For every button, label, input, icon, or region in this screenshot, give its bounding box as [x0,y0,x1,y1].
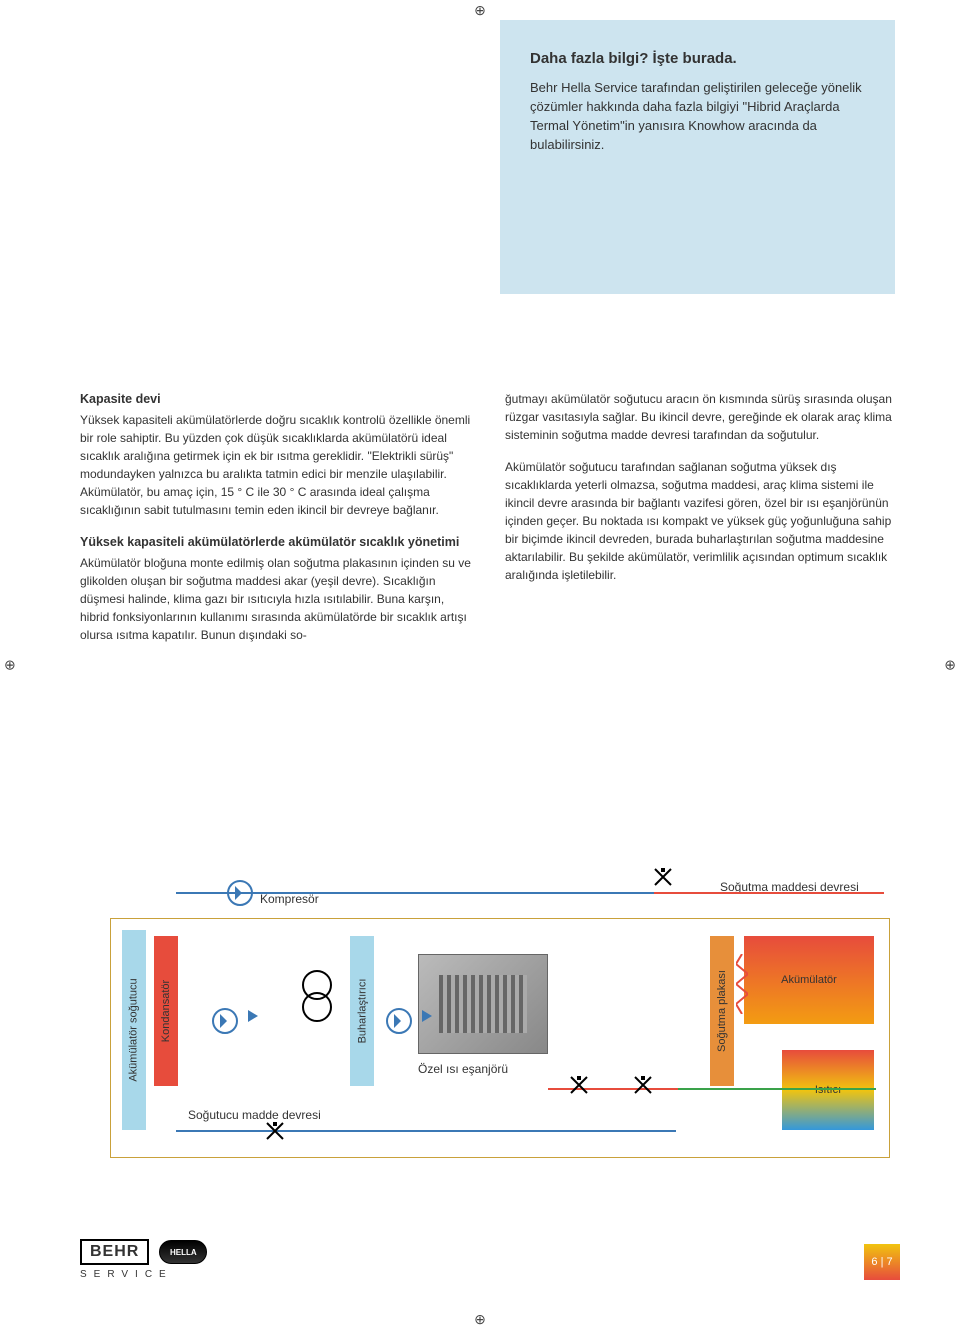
block-buharlastirici: Buharlaştırıcı [350,936,374,1086]
left-heading-2: Yüksek kapasiteli akümülatörlerde akümül… [80,533,475,552]
pipe [676,1088,876,1090]
page-number: 6 | 7 [864,1244,900,1280]
heater-coil-icon [736,954,748,1014]
pump-icon [212,1008,238,1034]
block-kondansator: Kondansatör [154,936,178,1086]
crop-mark-top-icon: ⊕ [474,2,486,19]
valve-icon [654,868,672,886]
right-para-1: ğutmayı akümülatör soğutucu aracın ön kı… [505,390,900,444]
crop-mark-left-icon: ⊕ [4,657,16,674]
valve-icon [266,1122,284,1140]
valve-icon [570,1076,588,1094]
valve-icon [634,1076,652,1094]
body-text: Kapasite devi Yüksek kapasiteli akümülat… [80,390,900,658]
left-para-1: Yüksek kapasiteli akümülatörlerde doğru … [80,411,475,519]
block-aku-sogutucu: Akümülatör soğutucu [122,930,146,1130]
block-isitici: Isıtıcı [782,1050,874,1130]
service-text: SERVICE [80,1269,207,1280]
brand-logo: BEHR HELLA SERVICE [80,1239,207,1280]
page-footer: BEHR HELLA SERVICE 6 | 7 [80,1239,900,1280]
flow-arrow-icon [248,1010,258,1022]
pipe [176,1130,676,1132]
label-kompresor: Kompresör [260,892,319,906]
left-heading-1: Kapasite devi [80,390,475,409]
callout-title: Daha fazla bilgi? İşte burada. [530,50,865,67]
heat-exchanger-icon [418,954,548,1054]
behr-logo-icon: BEHR [80,1239,149,1265]
expansion-valve-icon [302,970,328,1020]
label-ozel-isi: Özel ısı eşanjörü [418,1062,508,1076]
crop-mark-bottom-icon: ⊕ [474,1311,486,1328]
block-sogutma-plakasi: Soğutma plakası [710,936,734,1086]
hella-logo-icon: HELLA [159,1240,207,1264]
label-sogutucu-madde-devresi: Soğutucu madde devresi [188,1108,321,1122]
body-col-left: Kapasite devi Yüksek kapasiteli akümülat… [80,390,475,658]
pipe [548,1088,678,1090]
callout-text: Behr Hella Service tarafından geliştiril… [530,79,865,154]
pump-icon [386,1008,412,1034]
block-akumulator: Akümülatör [744,936,874,1024]
pipe [176,892,654,894]
crop-mark-right-icon: ⊕ [944,657,956,674]
info-callout: Daha fazla bilgi? İşte burada. Behr Hell… [500,20,895,294]
thermal-diagram: Kompresör Soğutma maddesi devresi Özel ı… [80,850,900,1180]
pipe [654,892,884,894]
body-col-right: ğutmayı akümülatör soğutucu aracın ön kı… [505,390,900,658]
flow-arrow-icon [422,1010,432,1022]
left-para-2: Akümülatör bloğuna monte edilmiş olan so… [80,554,475,644]
right-para-2: Akümülatör soğutucu tarafından sağlanan … [505,458,900,584]
